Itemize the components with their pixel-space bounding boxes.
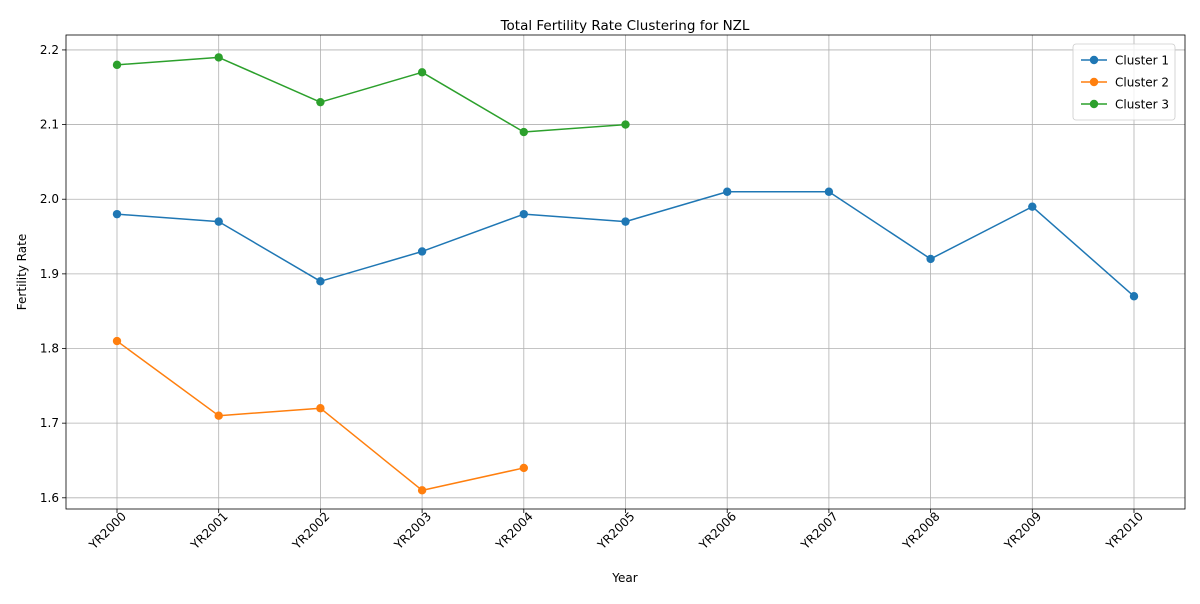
legend-item: Cluster 1 xyxy=(1081,54,1169,68)
series-1-point xyxy=(824,187,834,196)
series-1 xyxy=(112,187,1139,301)
series-3-point xyxy=(621,120,630,129)
x-tick-label: YR2008 xyxy=(899,509,942,552)
legend-box xyxy=(1072,43,1176,121)
grid-lines xyxy=(66,35,1185,509)
series-1-point xyxy=(112,209,122,219)
series-3-point xyxy=(417,68,427,77)
axis-ticks: YR2000 YR2001 YR2002 YR2003 YR2004 YR2005 YR20… xyxy=(40,43,1146,553)
y-tick-label: 1.8 xyxy=(40,342,59,356)
legend: Cluster 1 Cluster 2 Cluster 3 xyxy=(1072,43,1176,121)
series-1-point xyxy=(1028,202,1037,211)
series-2 xyxy=(112,336,528,495)
series-lines xyxy=(112,53,1139,495)
series-3-point xyxy=(519,127,528,137)
legend-swatch-marker xyxy=(1089,99,1099,109)
y-tick-label: 1.9 xyxy=(40,267,59,281)
series-1-point xyxy=(621,217,630,226)
series-2-point xyxy=(417,486,427,495)
series-3-point xyxy=(316,97,325,107)
x-tick-label: YR2000 xyxy=(86,509,129,552)
series-2-point xyxy=(214,411,223,420)
series-1-point xyxy=(214,217,223,226)
x-tick-label: YR2004 xyxy=(493,509,536,552)
y-tick-label: 2.2 xyxy=(40,43,59,57)
series-3 xyxy=(112,53,630,137)
x-tick-label: YR2010 xyxy=(1103,509,1146,552)
y-tick-label: 2.1 xyxy=(40,118,59,132)
series-2-point xyxy=(519,463,528,473)
legend-swatch-marker xyxy=(1089,77,1099,87)
legend-swatch-marker xyxy=(1089,55,1099,65)
series-1-point xyxy=(1129,292,1139,301)
y-tick-label: 1.7 xyxy=(40,416,59,430)
series-1-point xyxy=(417,247,427,256)
series-2-point xyxy=(112,336,122,346)
x-tick-label: YR2006 xyxy=(696,509,739,552)
x-tick-label: YR2009 xyxy=(1001,509,1044,552)
y-tick-label: 1.6 xyxy=(40,491,59,505)
series-1-point xyxy=(519,209,528,219)
x-tick-label: YR2001 xyxy=(187,509,230,552)
legend-item: Cluster 3 xyxy=(1081,98,1169,112)
y-axis-label: Fertility Rate xyxy=(15,234,29,310)
x-axis-label: Year xyxy=(611,571,637,585)
series-3-point xyxy=(214,53,223,62)
series-3-line xyxy=(116,56,626,133)
series-2-point xyxy=(316,404,325,413)
y-tick-label: 2.0 xyxy=(40,192,59,206)
legend-item: Cluster 2 xyxy=(1081,76,1169,90)
series-1-point xyxy=(316,277,325,286)
series-3-point xyxy=(112,60,122,70)
x-tick-label: YR2007 xyxy=(798,509,841,552)
series-1-point xyxy=(723,187,732,196)
chart-title: Total Fertility Rate Clustering for NZL xyxy=(500,18,750,34)
x-tick-label: YR2005 xyxy=(594,509,637,552)
legend-label: Cluster 3 xyxy=(1115,98,1169,112)
x-tick-label: YR2003 xyxy=(391,509,434,552)
legend-label: Cluster 2 xyxy=(1115,76,1169,90)
legend-label: Cluster 1 xyxy=(1115,54,1169,68)
series-1-point xyxy=(926,254,935,264)
x-tick-label: YR2002 xyxy=(289,509,332,552)
